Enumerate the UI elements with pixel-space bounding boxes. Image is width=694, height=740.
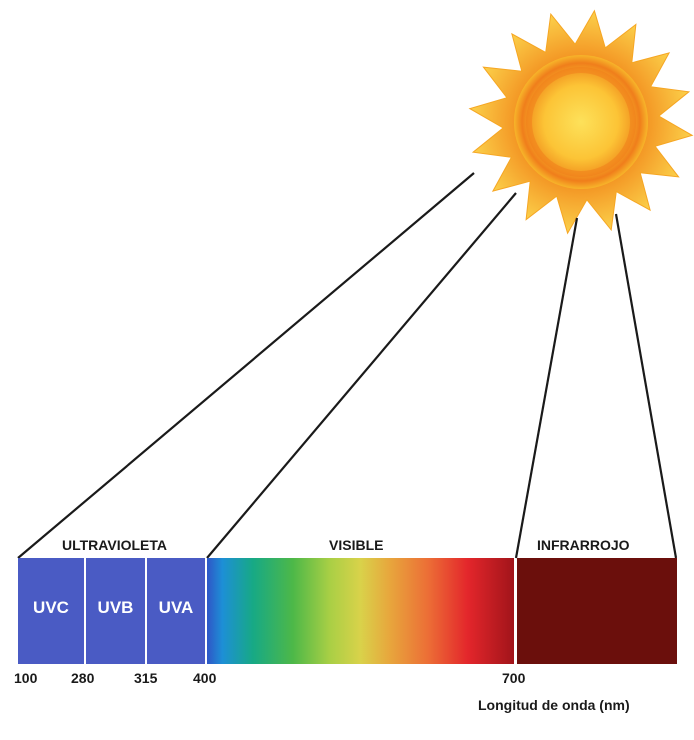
visible-label: VISIBLE [329, 537, 384, 553]
tick-label: 315 [134, 670, 158, 686]
projection-lines [17, 172, 678, 559]
uvb-label: UVB [97, 598, 134, 617]
uvc-band [18, 558, 84, 664]
uvb-band [86, 558, 145, 664]
tick-label: 700 [502, 670, 526, 686]
projection-line-uv-right [206, 192, 517, 559]
uvc-label: UVC [33, 598, 69, 617]
axis-title: Longitud de onda (nm) [478, 697, 630, 713]
ultraviolet-label: ULTRAVIOLETA [62, 537, 167, 553]
tick-label: 400 [193, 670, 217, 686]
projection-line-ir-left [514, 217, 579, 559]
infrared-band [517, 558, 677, 664]
uva-label: UVA [158, 598, 194, 617]
tick-label: 280 [71, 670, 95, 686]
tick-label: 100 [14, 670, 38, 686]
infrared-label: INFRARROJO [537, 537, 630, 553]
sun-icon [468, 9, 694, 235]
projection-line-uv-left [17, 172, 475, 559]
spectrum-bar [18, 558, 677, 664]
projection-line-ir-right [614, 213, 678, 559]
visible-band [207, 558, 514, 664]
uva-band [147, 558, 205, 664]
